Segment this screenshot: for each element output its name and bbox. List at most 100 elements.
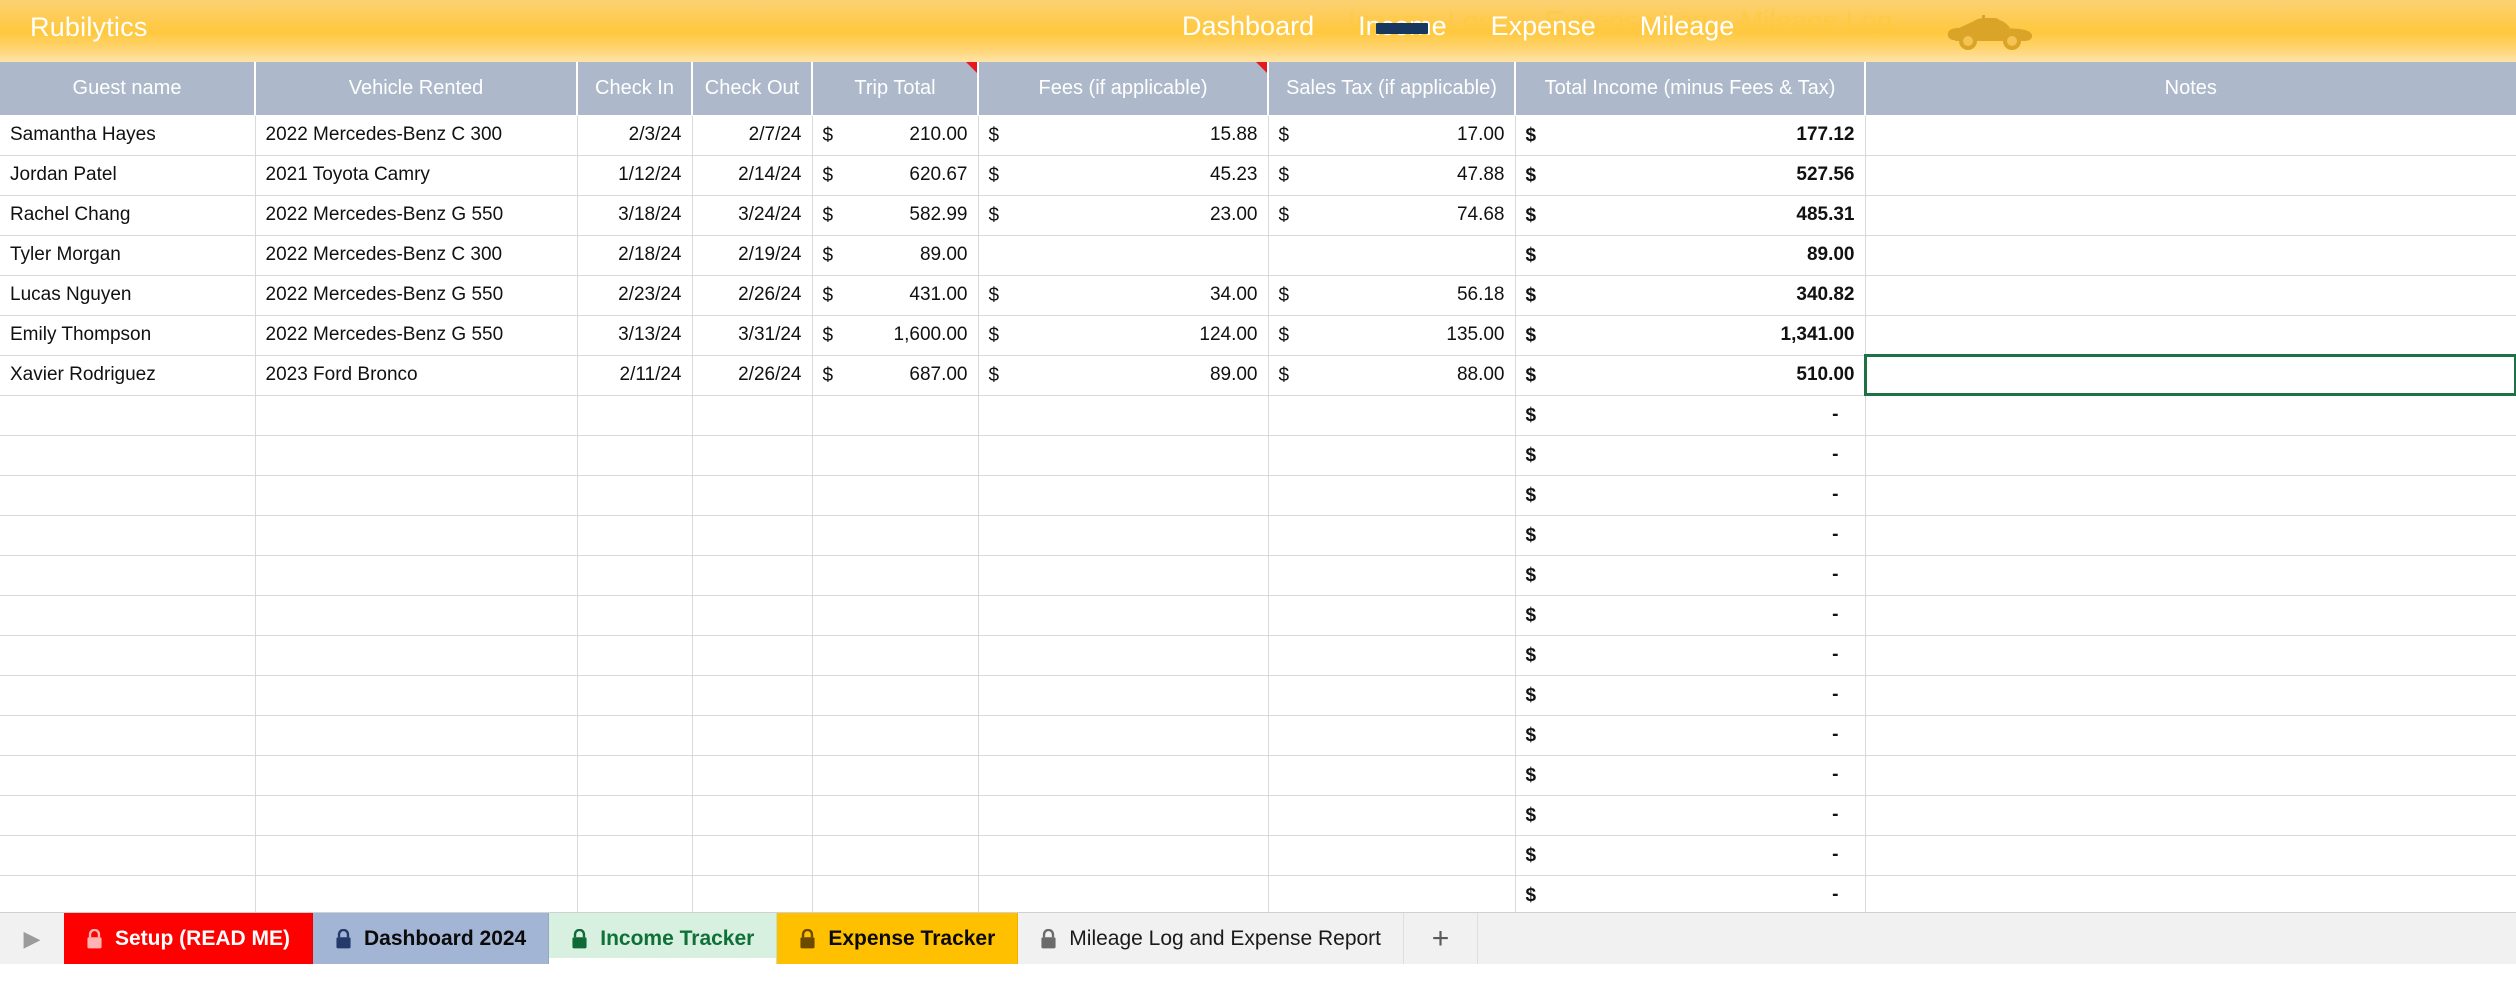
cell-check-out[interactable]: [692, 795, 813, 836]
cell-sales-tax[interactable]: [1268, 835, 1516, 876]
cell-notes[interactable]: [1865, 715, 2516, 756]
cell-check-in[interactable]: [577, 595, 693, 636]
cell-check-in[interactable]: [577, 635, 693, 676]
cell-guest-name[interactable]: Rachel Chang: [0, 195, 256, 236]
cell-trip-total[interactable]: [812, 875, 979, 916]
cell-guest-name[interactable]: [0, 755, 256, 796]
cell-fees[interactable]: [978, 395, 1269, 436]
cell-check-out[interactable]: 2/7/24: [692, 115, 813, 156]
col-header-notes[interactable]: Notes: [1865, 62, 2516, 116]
cell-check-out[interactable]: [692, 435, 813, 476]
cell-fees[interactable]: [978, 555, 1269, 596]
cell-guest-name[interactable]: Samantha Hayes: [0, 115, 256, 156]
add-sheet-button[interactable]: +: [1404, 913, 1479, 964]
cell-total-income[interactable]: $527.56: [1515, 155, 1866, 196]
cell-check-out[interactable]: 2/19/24: [692, 235, 813, 276]
cell-sales-tax[interactable]: [1268, 435, 1516, 476]
cell-sales-tax[interactable]: [1268, 595, 1516, 636]
cell-vehicle-rented[interactable]: [255, 555, 578, 596]
sheet-tab-setup[interactable]: Setup (READ ME): [64, 913, 313, 964]
cell-check-in[interactable]: [577, 755, 693, 796]
cell-vehicle-rented[interactable]: 2022 Mercedes-Benz C 300: [255, 115, 578, 156]
cell-guest-name[interactable]: Tyler Morgan: [0, 235, 256, 276]
cell-guest-name[interactable]: Emily Thompson: [0, 315, 256, 356]
cell-vehicle-rented[interactable]: 2022 Mercedes-Benz G 550: [255, 275, 578, 316]
cell-notes[interactable]: [1865, 795, 2516, 836]
cell-vehicle-rented[interactable]: [255, 675, 578, 716]
cell-guest-name[interactable]: [0, 835, 256, 876]
sheet-tab-dashboard-2024[interactable]: Dashboard 2024: [313, 913, 550, 964]
cell-total-income[interactable]: $340.82: [1515, 275, 1866, 316]
col-header-fees[interactable]: Fees (if applicable): [978, 62, 1269, 116]
cell-check-in[interactable]: [577, 435, 693, 476]
col-header-guest-name[interactable]: Guest name: [0, 62, 256, 116]
cell-trip-total[interactable]: $620.67: [812, 155, 979, 196]
cell-sales-tax[interactable]: [1268, 395, 1516, 436]
cell-trip-total[interactable]: [812, 835, 979, 876]
cell-total-income[interactable]: $-: [1515, 395, 1866, 436]
cell-check-in[interactable]: [577, 555, 693, 596]
cell-trip-total[interactable]: [812, 635, 979, 676]
cell-guest-name[interactable]: [0, 475, 256, 516]
cell-fees[interactable]: $15.88: [978, 115, 1269, 156]
cell-total-income[interactable]: $-: [1515, 715, 1866, 756]
cell-trip-total[interactable]: [812, 515, 979, 556]
cell-guest-name[interactable]: Xavier Rodriguez: [0, 355, 256, 396]
cell-fees[interactable]: [978, 835, 1269, 876]
cell-check-out[interactable]: [692, 755, 813, 796]
cell-total-income[interactable]: $-: [1515, 555, 1866, 596]
cell-fees[interactable]: $23.00: [978, 195, 1269, 236]
nav-item-dashboard[interactable]: Dashboard: [1160, 0, 1336, 42]
cell-notes[interactable]: [1865, 475, 2516, 516]
cell-total-income[interactable]: $-: [1515, 795, 1866, 836]
col-header-check-in[interactable]: Check In: [577, 62, 693, 116]
cell-notes[interactable]: [1865, 115, 2516, 156]
cell-notes[interactable]: [1865, 835, 2516, 876]
cell-notes[interactable]: [1865, 155, 2516, 196]
cell-fees[interactable]: [978, 755, 1269, 796]
col-header-sales-tax[interactable]: Sales Tax (if applicable): [1268, 62, 1516, 116]
cell-guest-name[interactable]: [0, 635, 256, 676]
cell-check-in[interactable]: 2/23/24: [577, 275, 693, 316]
cell-check-in[interactable]: 1/12/24: [577, 155, 693, 196]
sheet-tab-expense-tracker[interactable]: Expense Tracker: [777, 913, 1019, 964]
cell-check-out[interactable]: [692, 555, 813, 596]
cell-trip-total[interactable]: [812, 435, 979, 476]
cell-check-out[interactable]: 2/26/24: [692, 275, 813, 316]
cell-notes[interactable]: [1865, 875, 2516, 916]
cell-guest-name[interactable]: [0, 595, 256, 636]
cell-trip-total[interactable]: $582.99: [812, 195, 979, 236]
cell-sales-tax[interactable]: [1268, 715, 1516, 756]
cell-check-out[interactable]: [692, 515, 813, 556]
cell-guest-name[interactable]: [0, 435, 256, 476]
cell-total-income[interactable]: $-: [1515, 595, 1866, 636]
cell-total-income[interactable]: $510.00: [1515, 355, 1866, 396]
cell-fees[interactable]: [978, 435, 1269, 476]
cell-check-in[interactable]: [577, 795, 693, 836]
sheet-tab-mileage-log[interactable]: Mileage Log and Expense Report: [1018, 913, 1405, 964]
cell-vehicle-rented[interactable]: 2022 Mercedes-Benz G 550: [255, 315, 578, 356]
cell-check-in[interactable]: 3/13/24: [577, 315, 693, 356]
cell-notes[interactable]: [1865, 435, 2516, 476]
cell-check-in[interactable]: 2/18/24: [577, 235, 693, 276]
spreadsheet-grid[interactable]: Guest name Vehicle Rented Check In Check…: [0, 62, 2516, 964]
cell-sales-tax[interactable]: $74.68: [1268, 195, 1516, 236]
cell-check-out[interactable]: [692, 635, 813, 676]
cell-vehicle-rented[interactable]: [255, 875, 578, 916]
cell-check-in[interactable]: [577, 835, 693, 876]
cell-trip-total[interactable]: $210.00: [812, 115, 979, 156]
cell-vehicle-rented[interactable]: [255, 475, 578, 516]
cell-fees[interactable]: [978, 875, 1269, 916]
cell-sales-tax[interactable]: [1268, 875, 1516, 916]
cell-check-in[interactable]: 2/3/24: [577, 115, 693, 156]
nav-item-expense[interactable]: Expense: [1469, 0, 1618, 42]
cell-vehicle-rented[interactable]: 2023 Ford Bronco: [255, 355, 578, 396]
sheet-scroll-right-icon[interactable]: ▶: [23, 925, 41, 951]
cell-notes[interactable]: [1865, 675, 2516, 716]
cell-check-in[interactable]: [577, 675, 693, 716]
cell-vehicle-rented[interactable]: [255, 435, 578, 476]
cell-total-income[interactable]: $177.12: [1515, 115, 1866, 156]
sheet-tab-income-tracker[interactable]: Income Tracker: [549, 913, 778, 964]
cell-check-in[interactable]: [577, 515, 693, 556]
cell-sales-tax[interactable]: [1268, 235, 1516, 276]
